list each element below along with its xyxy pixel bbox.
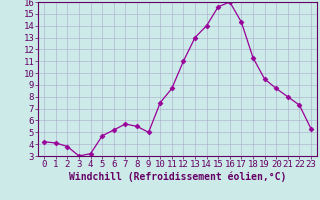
X-axis label: Windchill (Refroidissement éolien,°C): Windchill (Refroidissement éolien,°C) xyxy=(69,172,286,182)
